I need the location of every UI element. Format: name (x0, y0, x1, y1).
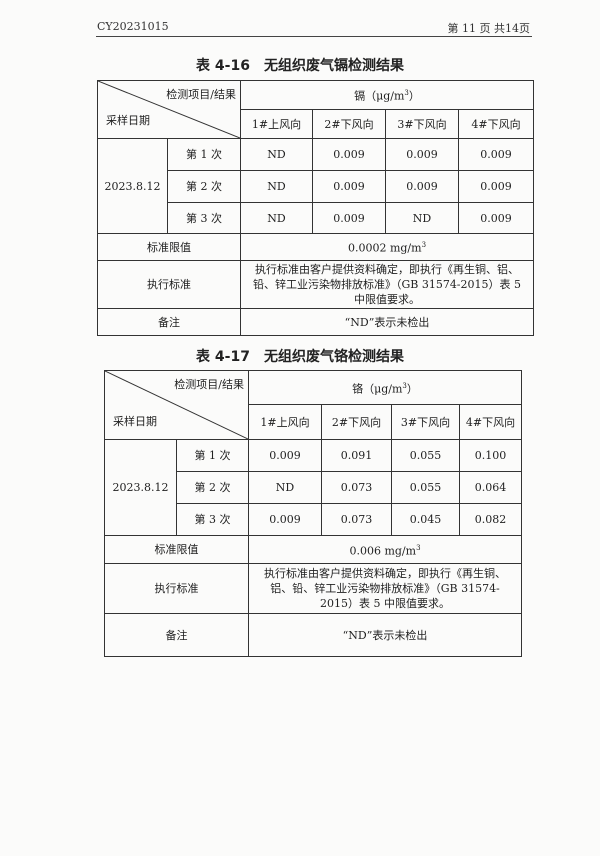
note-text: “ND”表示未检出 (248, 613, 522, 657)
limit-value: 0.006 mg/m3 (248, 535, 522, 564)
column-header: 2#下风向 (312, 109, 386, 139)
corner-header: 检测项目/结果采样日期 (104, 370, 249, 440)
limit-text: 0.006 mg/m (349, 544, 417, 558)
result-cell: 0.082 (459, 503, 522, 536)
note-label: 备注 (104, 613, 249, 657)
result-cell: 0.009 (312, 170, 386, 203)
note-label: 备注 (97, 308, 241, 336)
row-label: 第 2 次 (167, 170, 241, 203)
analyte-label-end: ） (406, 382, 418, 396)
document-id: CY20231015 (97, 20, 169, 33)
result-cell: 0.073 (321, 471, 392, 504)
result-cell: 0.009 (248, 439, 322, 472)
standard-text: 执行标准由客户提供资料确定，即执行《再生铜、铝、铅、锌工业污染物排放标准》（GB… (240, 260, 534, 309)
result-cell: 0.009 (458, 202, 534, 234)
result-cell: ND (240, 202, 313, 234)
result-cell: ND (240, 138, 313, 171)
table-title: 表 4-17 无组织废气铬检测结果 (196, 349, 404, 365)
unit-superscript: 3 (402, 381, 407, 390)
corner-top-label: 检测项目/结果 (174, 378, 244, 391)
result-cell: 0.009 (312, 138, 386, 171)
result-cell: 0.009 (385, 138, 459, 171)
sampling-date: 2023.8.12 (104, 439, 177, 536)
result-cell: ND (385, 202, 459, 234)
standard-label: 执行标准 (97, 260, 241, 309)
results-table: 检测项目/结果 采样日期 铬（μg/m3） 1#上风向 2#下风向 3#下风向 4#下风向 2… (104, 370, 522, 657)
row-label: 第 3 次 (167, 202, 241, 234)
corner-top-label: 检测项目/结果 (166, 88, 236, 101)
result-cell: 0.009 (248, 503, 322, 536)
column-header: 4#下风向 (459, 404, 522, 440)
note-text: “ND”表示未检出 (240, 308, 534, 336)
result-cell: 0.009 (458, 138, 534, 171)
column-header: 1#上风向 (240, 109, 313, 139)
column-header: 3#下风向 (385, 109, 459, 139)
column-header: 3#下风向 (391, 404, 460, 440)
result-cell: 0.009 (385, 170, 459, 203)
unit-superscript: 3 (404, 89, 409, 98)
corner-header: 检测项目/结果采样日期 (97, 80, 241, 139)
limit-label: 标准限值 (104, 535, 249, 564)
result-cell: 0.009 (458, 170, 534, 203)
result-cell: 0.073 (321, 503, 392, 536)
column-header: 4#下风向 (458, 109, 534, 139)
analyte-label-end: ） (408, 89, 420, 103)
analyte-label: 铬（μg/m (352, 382, 403, 396)
row-label: 第 1 次 (176, 439, 249, 472)
result-cell: 0.100 (459, 439, 522, 472)
unit-superscript: 3 (421, 241, 427, 250)
column-header: 2#下风向 (321, 404, 392, 440)
analyte-header: 铬（μg/m3） (248, 370, 522, 405)
results-table: 检测项目/结果 采样日期 镉（μg/m3） 1#上风向 2#下风向 3#下风向 4#下风向 2… (97, 80, 534, 336)
corner-bottom-label: 采样日期 (106, 114, 150, 127)
analyte-header: 镉（μg/m3） (240, 80, 534, 110)
result-cell: 0.009 (312, 202, 386, 234)
header-divider (96, 36, 532, 37)
limit-text: 0.0002 mg/m (347, 241, 422, 255)
result-cell: 0.055 (391, 439, 460, 472)
analyte-label: 镉（μg/m (354, 89, 405, 103)
column-header: 1#上风向 (248, 404, 322, 440)
row-label: 第 1 次 (167, 138, 241, 171)
sampling-date: 2023.8.12 (97, 138, 168, 234)
result-cell: ND (248, 471, 322, 504)
standard-label: 执行标准 (104, 563, 249, 614)
result-cell: 0.064 (459, 471, 522, 504)
page-number: 第 11 页 共14页 (447, 22, 530, 35)
unit-superscript: 3 (416, 543, 421, 552)
result-cell: 0.055 (391, 471, 460, 504)
standard-text: 执行标准由客户提供资料确定，即执行《再生铜、铝、铅、锌工业污染物排放标准》（GB… (248, 563, 522, 614)
result-cell: 0.091 (321, 439, 392, 472)
result-cell: 0.045 (391, 503, 460, 536)
row-label: 第 3 次 (176, 503, 249, 536)
limit-value: 0.0002 mg/m3 (240, 233, 534, 261)
result-cell: ND (240, 170, 313, 203)
limit-label: 标准限值 (97, 233, 241, 261)
corner-bottom-label: 采样日期 (113, 415, 157, 428)
row-label: 第 2 次 (176, 471, 249, 504)
table-title: 表 4-16 无组织废气镉检测结果 (196, 58, 404, 74)
